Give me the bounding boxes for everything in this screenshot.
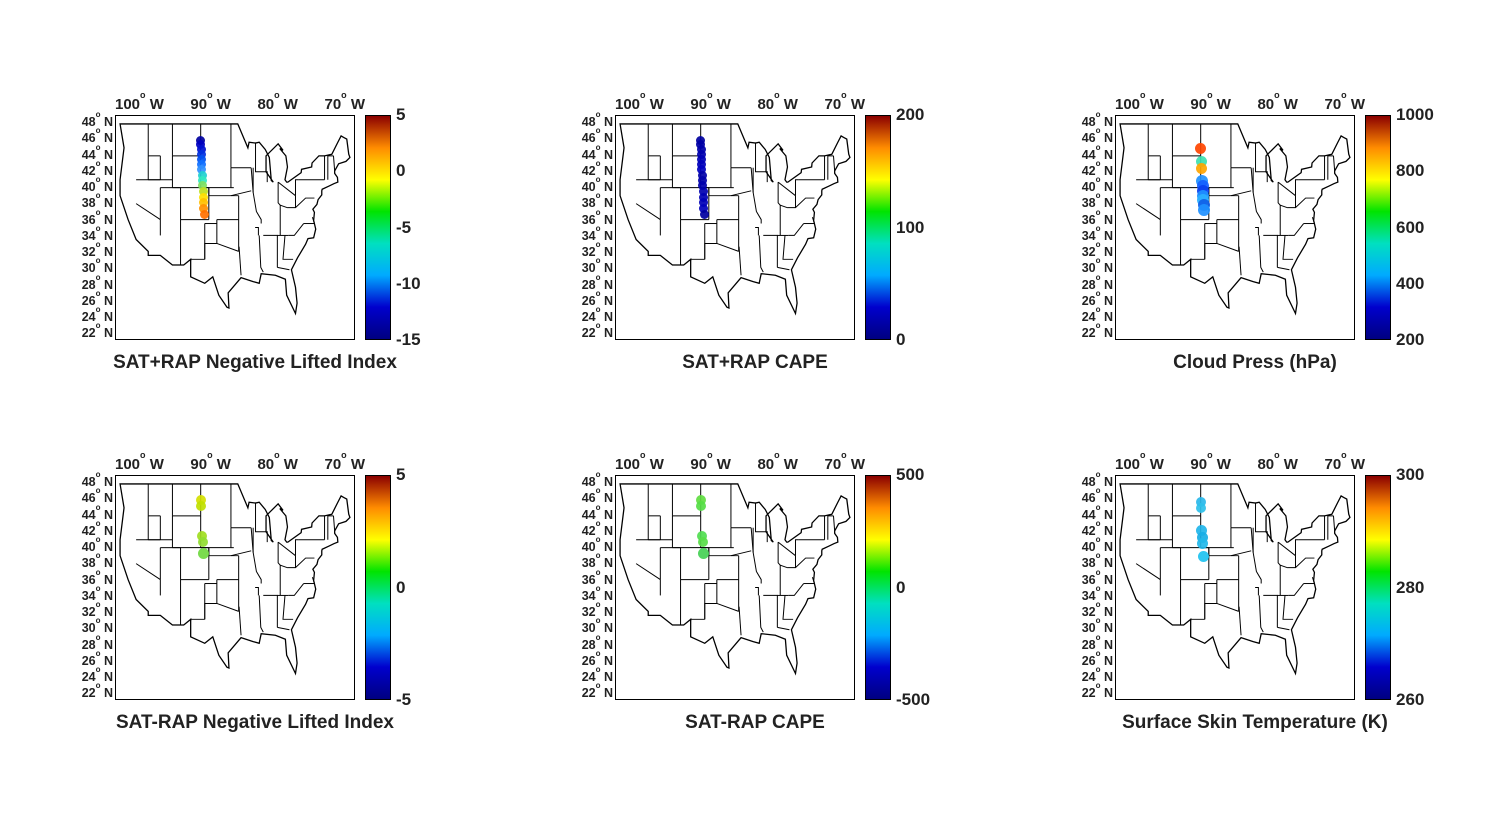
panel-cloud_press: 100o W 90o W 80o W 70o W 48o N 46o N 44o N 42o …: [1020, 40, 1490, 390]
caption-cloud_press: Cloud Press (hPa): [1020, 352, 1490, 374]
panel-sat_rap_cape: 100o W 90o W 80o W 70o W 48o N 46o N 44o N 42o …: [520, 40, 990, 390]
lat-axis-sat_minus_rap_cape: 48o N 46o N 44o N 42o N 40o N 38o N 36o N 34o N…: [535, 475, 613, 700]
lon-axis-surface_skin_temp: 100o W 90o W 80o W 70o W: [1115, 455, 1365, 473]
panel-surface_skin_temp: 100o W 90o W 80o W 70o W 48o N 46o N 44o N 42o …: [1020, 400, 1490, 750]
caption-sat_rap_nli: SAT+RAP Negative Lifted Index: [20, 352, 490, 374]
data-point: [698, 537, 708, 547]
data-point: [198, 537, 208, 547]
data-point: [1196, 163, 1207, 174]
lon-axis-sat_minus_rap_cape: 100o W 90o W 80o W 70o W: [615, 455, 865, 473]
data-point: [1198, 204, 1210, 216]
panel-sat_minus_rap_nli: 100o W 90o W 80o W 70o W 48o N 46o N 44o N 42o …: [20, 400, 490, 750]
lon-axis-sat_rap_nli: 100o W 90o W 80o W 70o W: [115, 95, 365, 113]
panel-sat_rap_nli: 100o W 90o W 80o W 70o W 48o N 46o N 44o N 42o …: [20, 40, 490, 390]
data-point: [198, 548, 209, 559]
data-point: [1196, 503, 1206, 513]
colorbar-sat_rap_nli: [365, 115, 391, 340]
caption-sat_minus_rap_nli: SAT-RAP Negative Lifted Index: [20, 712, 490, 734]
lon-axis-sat_rap_cape: 100o W 90o W 80o W 70o W: [615, 95, 865, 113]
lat-axis-sat_minus_rap_nli: 48o N 46o N 44o N 42o N 40o N 38o N 36o N 34o N…: [35, 475, 113, 700]
colorbar-sat_minus_rap_cape: [865, 475, 891, 700]
colorbar-sat_rap_cape: [865, 115, 891, 340]
lat-axis-sat_rap_nli: 48o N 46o N 44o N 42o N 40o N 38o N 36o N 34o N…: [35, 115, 113, 340]
lat-axis-sat_rap_cape: 48o N 46o N 44o N 42o N 40o N 38o N 36o N 34o N…: [535, 115, 613, 340]
data-point: [196, 501, 206, 511]
data-point: [698, 548, 709, 559]
lon-axis-sat_minus_rap_nli: 100o W 90o W 80o W 70o W: [115, 455, 365, 473]
lat-axis-surface_skin_temp: 48o N 46o N 44o N 42o N 40o N 38o N 36o N 34o N…: [1035, 475, 1113, 700]
colorbar-sat_minus_rap_nli: [365, 475, 391, 700]
us-map-sat_rap_cape: [615, 115, 855, 340]
lon-axis-cloud_press: 100o W 90o W 80o W 70o W: [1115, 95, 1365, 113]
panel-sat_minus_rap_cape: 100o W 90o W 80o W 70o W 48o N 46o N 44o N 42o …: [520, 400, 990, 750]
us-map-sat_minus_rap_nli: [115, 475, 355, 700]
lat-axis-cloud_press: 48o N 46o N 44o N 42o N 40o N 38o N 36o N 34o N…: [1035, 115, 1113, 340]
colorbar-surface_skin_temp: [1365, 475, 1391, 700]
us-map-sat_rap_nli: [115, 115, 355, 340]
caption-sat_minus_rap_cape: SAT-RAP CAPE: [520, 712, 990, 734]
caption-sat_rap_cape: SAT+RAP CAPE: [520, 352, 990, 374]
us-map-sat_minus_rap_cape: [615, 475, 855, 700]
data-point: [1198, 551, 1209, 562]
caption-surface_skin_temp: Surface Skin Temperature (K): [1020, 712, 1490, 734]
colorbar-cloud_press: [1365, 115, 1391, 340]
data-point: [700, 210, 709, 219]
data-point: [200, 210, 209, 219]
us-map-surface_skin_temp: [1115, 475, 1355, 700]
data-point: [696, 501, 706, 511]
us-map-cloud_press: [1115, 115, 1355, 340]
